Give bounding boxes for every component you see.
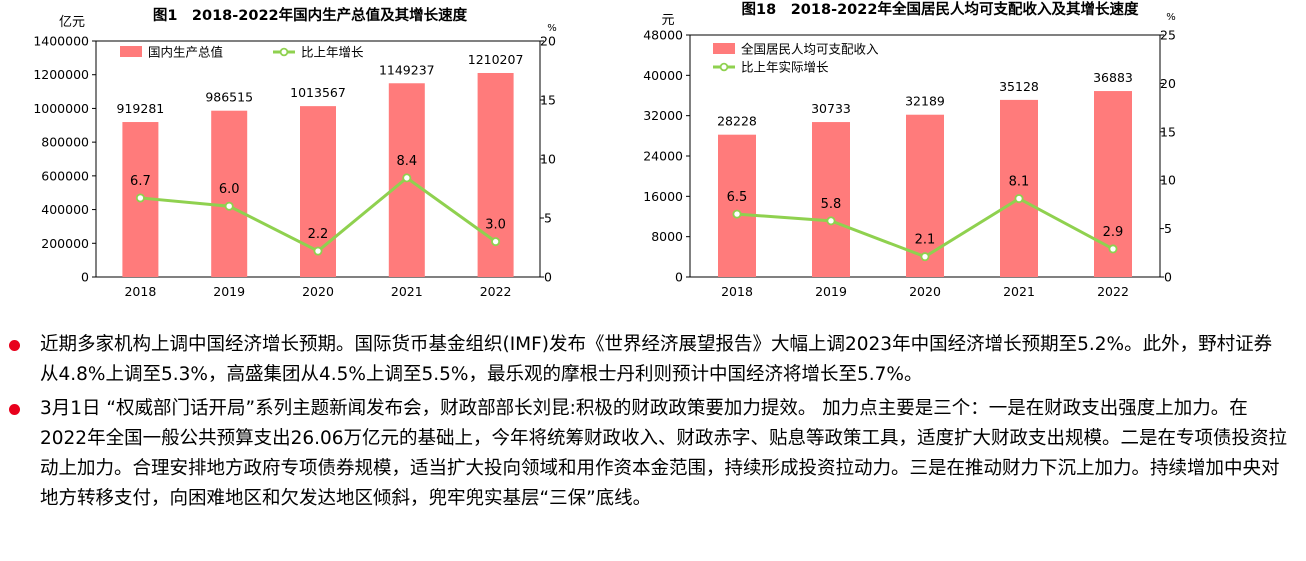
red-bullet-icon — [9, 340, 20, 351]
x-tick-label: 2018 — [721, 284, 753, 299]
growth-point — [491, 237, 501, 247]
bar-value-label: 35128 — [999, 79, 1039, 94]
news-item-text: 3月1日 “权威部门话开局”系列主题新闻发布会，财政部部长刘昆:积极的财政政策要… — [40, 398, 1288, 509]
legend-line-marker — [719, 62, 729, 72]
left-tick-label: 32000 — [643, 108, 683, 123]
growth-point — [732, 209, 742, 219]
legend-line-marker — [279, 47, 289, 57]
left-tick-label: 0 — [675, 270, 683, 285]
news-item-text: 近期多家机构上调中国经济增长预期。国际货币基金组织(IMF)发布《世界经济展望报… — [40, 334, 1273, 385]
growth-value-label: 6.5 — [727, 190, 748, 205]
legend-bar-swatch — [120, 46, 142, 57]
right-tick-label: 10 — [540, 152, 556, 167]
legend-bar-swatch — [713, 43, 735, 54]
bar-value-label: 30733 — [811, 101, 851, 116]
growth-point — [135, 193, 145, 203]
right-axis-unit: % — [1166, 12, 1176, 23]
left-tick-label: 200000 — [41, 236, 89, 251]
growth-point — [826, 216, 836, 226]
left-axis-unit: 元 — [661, 13, 674, 28]
left-tick-label: 24000 — [643, 149, 683, 164]
right-tick-label: 0 — [1164, 270, 1172, 285]
left-tick-label: 1400000 — [33, 34, 89, 49]
growth-value-label: 2.9 — [1103, 225, 1124, 240]
growth-value-label: 2.2 — [308, 227, 329, 242]
growth-value-label: 3.0 — [485, 218, 506, 233]
chart-title: 图1 2018-2022年国内生产总值及其增长速度 — [153, 6, 468, 24]
growth-value-label: 2.1 — [915, 233, 936, 248]
left-tick-label: 1000000 — [33, 101, 89, 116]
growth-value-label: 6.0 — [219, 182, 240, 197]
legend-bar-label: 全国居民人均可支配收入 — [741, 42, 879, 57]
growth-point — [313, 246, 323, 256]
bar-value-label: 986515 — [205, 90, 253, 105]
bar-value-label: 28228 — [717, 114, 757, 129]
legend-line-label: 比上年实际增长 — [741, 60, 829, 75]
growth-point — [402, 173, 412, 183]
x-tick-label: 2022 — [1097, 284, 1129, 299]
left-tick-label: 800000 — [41, 135, 89, 150]
left-tick-label: 400000 — [41, 202, 89, 217]
right-tick-label: 15 — [1160, 124, 1176, 139]
left-tick-label: 40000 — [643, 68, 683, 83]
growth-point — [224, 201, 234, 211]
news-item: 3月1日 “权威部门话开局”系列主题新闻发布会，财政部部长刘昆:积极的财政政策要… — [0, 394, 1306, 514]
bar — [1000, 99, 1038, 277]
bar-value-label: 1013567 — [290, 85, 346, 100]
left-tick-label: 8000 — [651, 229, 683, 244]
legend-bar-label: 国内生产总值 — [148, 45, 223, 60]
growth-value-label: 6.7 — [130, 174, 151, 189]
right-axis-unit: % — [547, 23, 557, 34]
bar-value-label: 1149237 — [379, 62, 435, 77]
news-list: 近期多家机构上调中国经济增长预期。国际货币基金组织(IMF)发布《世界经济展望报… — [0, 330, 1306, 518]
x-tick-label: 2020 — [909, 284, 941, 299]
bar — [812, 122, 850, 277]
left-tick-label: 0 — [81, 270, 89, 285]
growth-point — [1108, 244, 1118, 254]
left-tick-label: 48000 — [643, 28, 683, 43]
right-tick-label: 5 — [544, 211, 552, 226]
bar — [211, 110, 248, 278]
x-tick-label: 2019 — [213, 284, 245, 299]
growth-value-label: 5.8 — [821, 197, 842, 212]
left-axis-unit: 亿元 — [59, 15, 85, 30]
growth-point — [1014, 194, 1024, 204]
right-tick-label: 10 — [1160, 173, 1176, 188]
gdp-chart: 图1 2018-2022年国内生产总值及其增长速度亿元% 0 200000 40000… — [0, 0, 600, 310]
x-tick-label: 2021 — [1003, 284, 1035, 299]
left-tick-label: 1200000 — [33, 67, 89, 82]
right-tick-label: 0 — [544, 270, 552, 285]
left-tick-label: 16000 — [643, 189, 683, 204]
right-tick-label: 15 — [540, 93, 556, 108]
right-tick-label: 25 — [1160, 28, 1176, 43]
chart-title: 图18 2018-2022年全国居民人均可支配收入及其增长速度 — [742, 0, 1139, 18]
bar — [718, 134, 756, 277]
right-tick-label: 20 — [540, 34, 556, 49]
x-tick-label: 2019 — [815, 284, 847, 299]
bar-value-label: 36883 — [1093, 70, 1133, 85]
bar-value-label: 1210207 — [468, 52, 524, 67]
news-item: 近期多家机构上调中国经济增长预期。国际货币基金组织(IMF)发布《世界经济展望报… — [0, 330, 1306, 390]
legend-line-label: 比上年增长 — [301, 45, 364, 60]
bar-value-label: 919281 — [117, 101, 165, 116]
x-tick-label: 2020 — [302, 284, 334, 299]
growth-point — [920, 252, 930, 262]
bar-value-label: 32189 — [905, 94, 945, 109]
red-bullet-icon — [9, 404, 20, 415]
growth-value-label: 8.1 — [1009, 175, 1030, 190]
left-tick-label: 600000 — [41, 168, 89, 183]
x-tick-label: 2022 — [480, 284, 512, 299]
right-tick-label: 5 — [1164, 221, 1172, 236]
bar — [477, 72, 514, 277]
growth-value-label: 8.4 — [396, 154, 417, 169]
x-tick-label: 2021 — [391, 284, 423, 299]
income-chart: 图18 2018-2022年全国居民人均可支配收入及其增长速度元% 0 8000 16… — [640, 0, 1306, 310]
x-tick-label: 2018 — [124, 284, 156, 299]
right-tick-label: 20 — [1160, 76, 1176, 91]
